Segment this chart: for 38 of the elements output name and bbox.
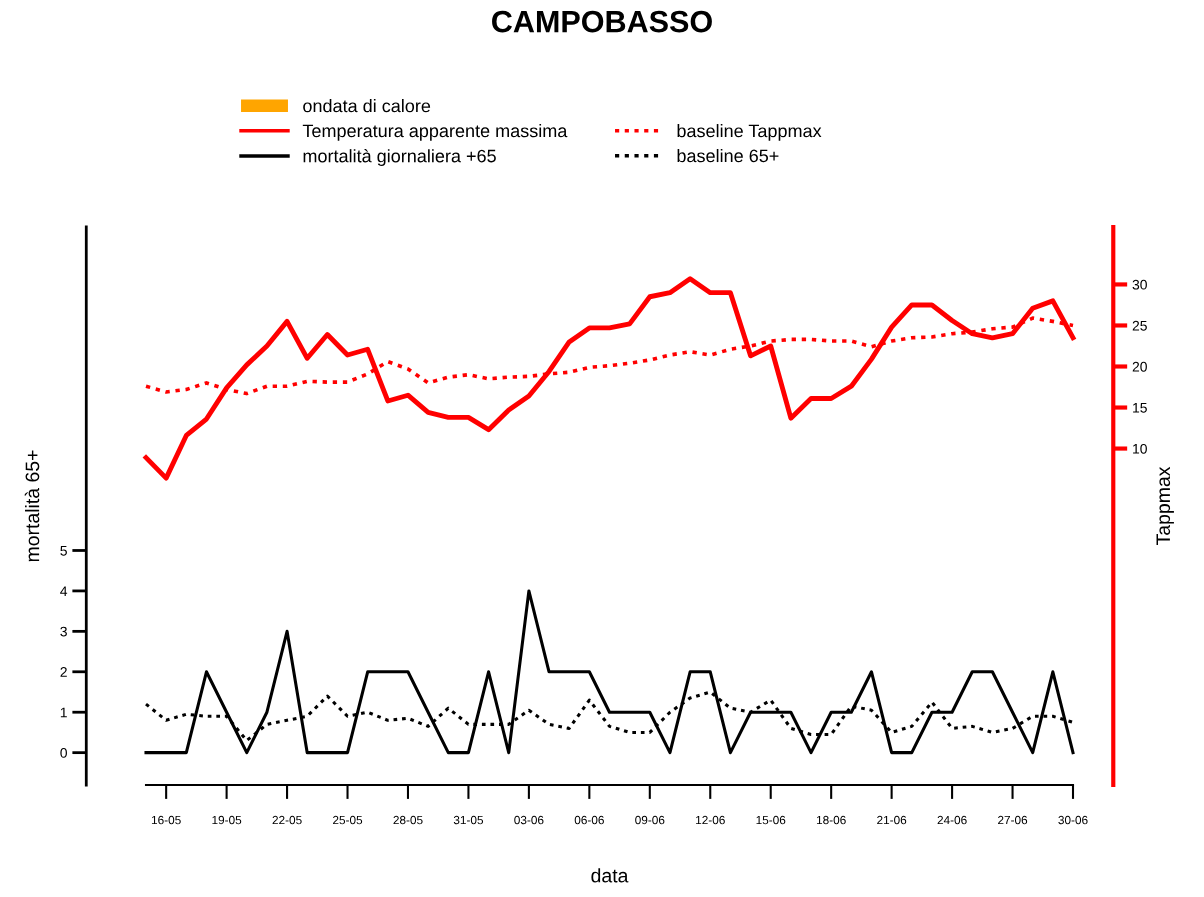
x-tick-label: 15-06 [756,815,786,825]
x-tick-label: 30-06 [1058,815,1088,825]
x-tick-label: 24-06 [937,815,967,825]
x-tick-label: 06-06 [574,815,604,825]
y2-tick-label: 20 [1132,361,1147,372]
y-tick-label: 5 [60,545,67,556]
y2-tick-label: 25 [1132,320,1147,331]
chart-title: CAMPOBASSO [492,10,712,33]
y2-axis-title: Tappmax [1156,466,1174,545]
x-axis-title: data [591,868,629,883]
legend-label: mortalità giornaliera +65 [303,148,496,166]
x-tick-label: 09-06 [635,815,665,825]
x-tick-label: 03-06 [514,815,544,825]
x-tick-label: 18-06 [816,815,846,825]
y-axis-title: mortalità 65+ [24,450,40,562]
x-tick-label: 16-05 [151,815,181,825]
y-tick-label: 0 [60,747,67,758]
y-tick-label: 4 [60,586,68,596]
x-tick-label: 28-05 [393,815,423,825]
x-tick-label: 27-06 [998,815,1028,825]
legend-label: baseline 65+ [677,148,779,163]
x-tick-label: 22-05 [272,815,302,825]
legend-label: Temperatura apparente massima [302,123,568,141]
y2-tick-label: 10 [1133,443,1147,454]
y-tick-label: 3 [60,626,67,637]
x-tick-label: 12-06 [696,815,725,825]
y2-tick-label: 15 [1133,403,1147,413]
x-tick-label: 25-05 [333,815,363,825]
x-tick-label: 21-06 [877,815,907,825]
legend-label: ondata di calore [303,99,431,113]
line-series [144,589,1075,755]
x-tick-label: 19-05 [212,815,242,825]
y-tick-label: 2 [60,667,67,677]
legend-label: baseline Tappmax [677,124,822,141]
y2-tick-label: 30 [1132,279,1147,290]
x-tick-label: 31-05 [453,815,484,825]
line-series [143,276,1076,481]
y-tick-label: 1 [60,707,67,718]
